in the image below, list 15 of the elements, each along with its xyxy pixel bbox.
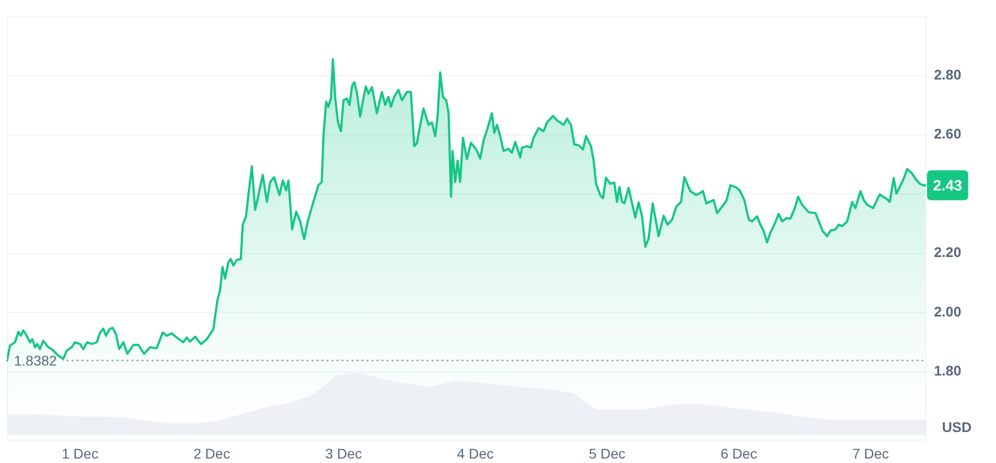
y-axis-title: USD [942, 418, 972, 435]
x-tick-label: 2 Dec [194, 445, 230, 462]
x-tick-label: 1 Dec [62, 445, 98, 462]
y-tick-label: 2.20 [934, 244, 962, 260]
x-tick-label: 4 Dec [457, 445, 494, 462]
y-tick-label: 2.00 [934, 303, 962, 320]
y-tick-label: 1.80 [934, 362, 962, 379]
x-tick-label: 7 Dec [852, 445, 889, 462]
x-tick-label: 6 Dec [720, 445, 758, 462]
x-tick-label: 5 Dec [588, 445, 626, 462]
y-tick-label: 2.60 [934, 126, 962, 142]
ref-line-label: 1.8382 [14, 352, 58, 368]
x-tick-label: 3 Dec [325, 445, 362, 462]
y-tick-label: 2.80 [934, 66, 962, 83]
annotation: 2.43 [932, 177, 962, 194]
